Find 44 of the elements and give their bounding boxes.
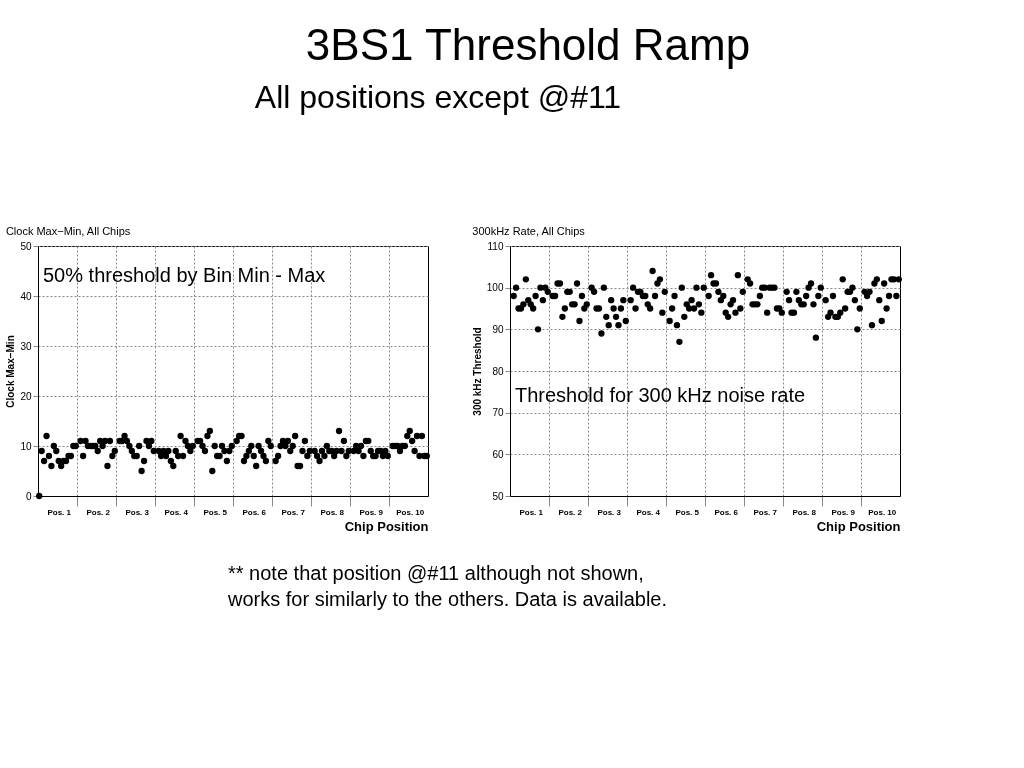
x-tick-label: Pos. 9 (831, 507, 856, 517)
y-tick-label: 80 (492, 365, 504, 377)
x-tick-label: Pos. 9 (359, 507, 384, 517)
x-tick-label: Pos. 4 (636, 507, 661, 517)
y-tick-label: 50 (492, 490, 504, 502)
x-axis-title: Chip Position (344, 518, 429, 534)
x-tick-label: Pos. 3 (125, 507, 150, 517)
x-tick-label: Pos. 2 (558, 507, 583, 517)
x-tick-label: Pos. 10 (396, 507, 425, 517)
x-tick-label: Pos. 7 (753, 507, 778, 517)
annotation: 50% threshold by Bin Min - Max (43, 264, 326, 286)
x-tick-label: Pos. 1 (47, 507, 72, 517)
x-tick-label: Pos. 6 (242, 507, 267, 517)
x-tick-label: Pos. 1 (519, 507, 544, 517)
y-tick-label: 30 (20, 340, 32, 352)
y-axis-title: Clock Max−Min (5, 335, 17, 408)
annotation: Threshold for 300 kHz noise rate (515, 384, 806, 406)
y-tick-label: 40 (20, 290, 32, 302)
y-tick-label: 110 (487, 240, 504, 252)
x-tick-label: Pos. 5 (675, 507, 700, 517)
x-tick-label: Pos. 4 (164, 507, 189, 517)
x-tick-label: Pos. 5 (203, 507, 228, 517)
y-tick-label: 0 (25, 490, 32, 502)
y-tick-label: 90 (492, 323, 504, 335)
x-tick-label: Pos. 6 (714, 507, 739, 517)
x-tick-label: Pos. 3 (597, 507, 622, 517)
text: 3BS1 Threshold Ramp (305, 20, 751, 69)
x-tick-label: Pos. 8 (792, 507, 817, 517)
text: ** note that position @#11 although not shown, works for similarly to the others. Data is available. (227, 562, 668, 610)
text: All positions except @#11 (254, 79, 622, 115)
y-tick-label: 50 (20, 240, 32, 252)
x-tick-label: Pos. 7 (281, 507, 306, 517)
chart-title: 300kHz Rate, All Chips (472, 225, 586, 237)
x-tick-label: Pos. 8 (320, 507, 345, 517)
chart-title: Clock Max−Min, All Chips (5, 225, 131, 237)
y-tick-label: 20 (20, 390, 32, 402)
x-tick-label: Pos. 2 (86, 507, 111, 517)
x-axis-title: Chip Position (816, 518, 901, 534)
y-tick-label: 70 (492, 407, 504, 419)
y-tick-label: 100 (486, 282, 504, 294)
y-tick-label: 60 (492, 448, 504, 460)
y-axis-title: 300 kHz Threshold (471, 327, 483, 416)
x-tick-label: Pos. 10 (868, 507, 897, 517)
y-tick-label: 10 (20, 440, 32, 452)
